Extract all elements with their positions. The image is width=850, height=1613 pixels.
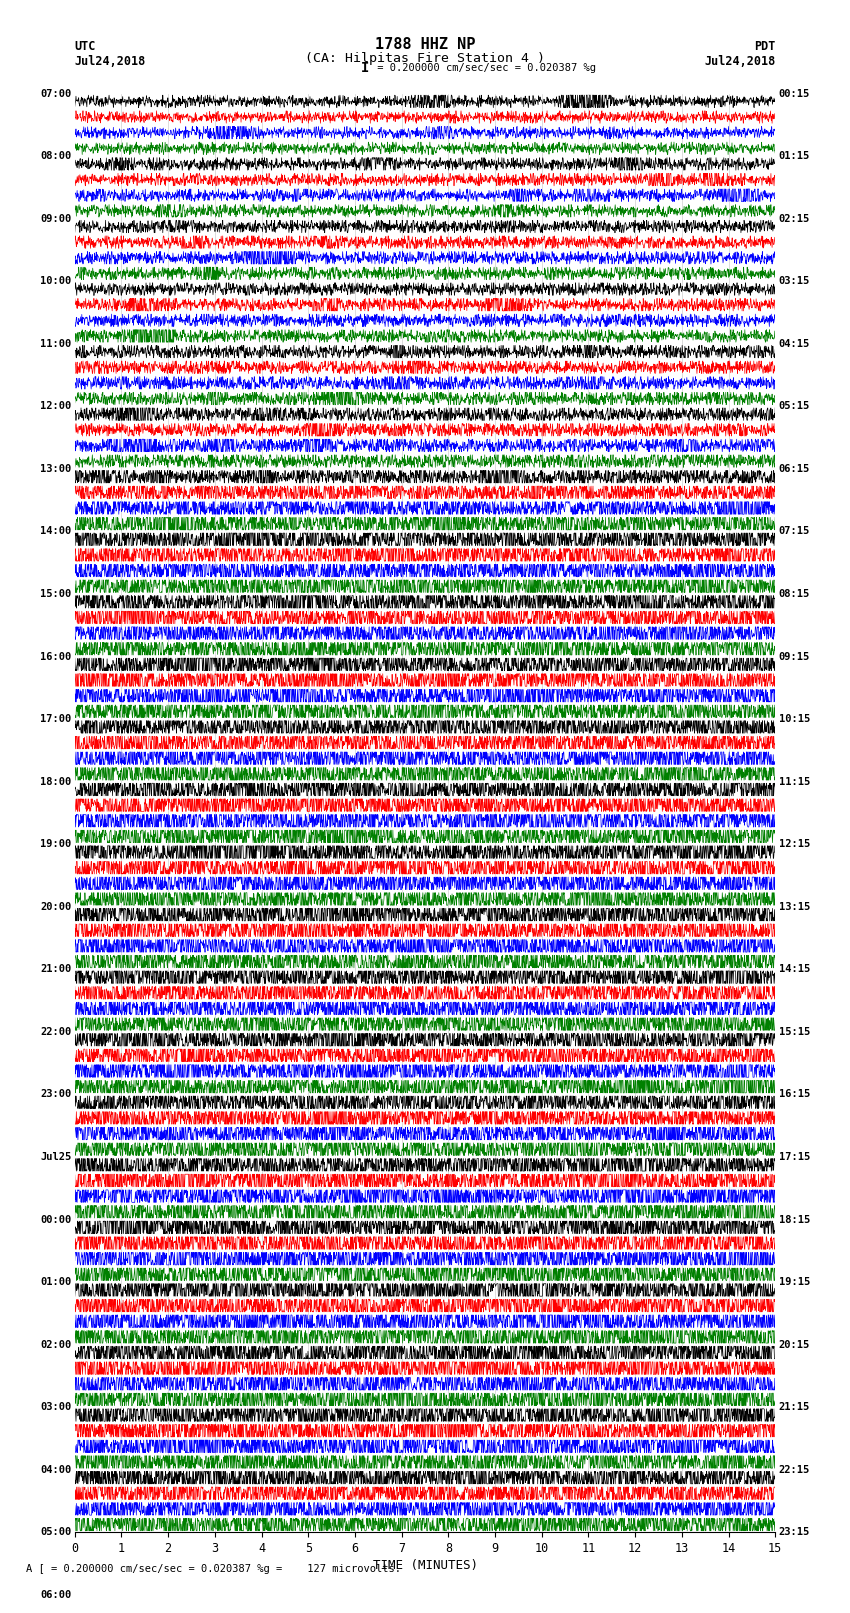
Text: 04:00: 04:00 — [40, 1465, 71, 1474]
Text: 20:15: 20:15 — [779, 1340, 810, 1350]
Text: 10:00: 10:00 — [40, 276, 71, 286]
Text: PDT: PDT — [754, 40, 775, 53]
Text: UTC: UTC — [75, 40, 96, 53]
Text: (CA: Hilpitas Fire Station 4 ): (CA: Hilpitas Fire Station 4 ) — [305, 52, 545, 65]
Text: 20:00: 20:00 — [40, 902, 71, 911]
Text: I: I — [361, 61, 370, 74]
Text: 17:15: 17:15 — [779, 1152, 810, 1161]
Text: 23:00: 23:00 — [40, 1089, 71, 1100]
Text: 05:00: 05:00 — [40, 1528, 71, 1537]
Text: 18:15: 18:15 — [779, 1215, 810, 1224]
Text: 18:00: 18:00 — [40, 777, 71, 787]
Text: 00:15: 00:15 — [779, 89, 810, 98]
Text: 12:00: 12:00 — [40, 402, 71, 411]
Text: A [ = 0.200000 cm/sec/sec = 0.020387 %g =    127 microvolts.: A [ = 0.200000 cm/sec/sec = 0.020387 %g … — [26, 1565, 400, 1574]
Text: 02:15: 02:15 — [779, 213, 810, 224]
Text: 09:00: 09:00 — [40, 213, 71, 224]
Text: 15:15: 15:15 — [779, 1027, 810, 1037]
Text: 14:15: 14:15 — [779, 965, 810, 974]
Text: 13:15: 13:15 — [779, 902, 810, 911]
Text: 04:15: 04:15 — [779, 339, 810, 348]
Text: 05:15: 05:15 — [779, 402, 810, 411]
Text: 03:15: 03:15 — [779, 276, 810, 286]
Text: 13:00: 13:00 — [40, 465, 71, 474]
Text: 10:15: 10:15 — [779, 715, 810, 724]
Text: 11:15: 11:15 — [779, 777, 810, 787]
Text: 07:15: 07:15 — [779, 526, 810, 537]
Text: 08:00: 08:00 — [40, 152, 71, 161]
Text: 06:15: 06:15 — [779, 465, 810, 474]
Text: 21:15: 21:15 — [779, 1402, 810, 1413]
X-axis label: TIME (MINUTES): TIME (MINUTES) — [372, 1560, 478, 1573]
Text: 16:15: 16:15 — [779, 1089, 810, 1100]
Text: = 0.200000 cm/sec/sec = 0.020387 %g: = 0.200000 cm/sec/sec = 0.020387 %g — [371, 63, 597, 73]
Text: 03:00: 03:00 — [40, 1402, 71, 1413]
Text: 01:00: 01:00 — [40, 1277, 71, 1287]
Text: 17:00: 17:00 — [40, 715, 71, 724]
Text: 02:00: 02:00 — [40, 1340, 71, 1350]
Text: 21:00: 21:00 — [40, 965, 71, 974]
Text: 23:15: 23:15 — [779, 1528, 810, 1537]
Text: 09:15: 09:15 — [779, 652, 810, 661]
Text: 19:15: 19:15 — [779, 1277, 810, 1287]
Text: 07:00: 07:00 — [40, 89, 71, 98]
Text: 11:00: 11:00 — [40, 339, 71, 348]
Text: 00:00: 00:00 — [40, 1215, 71, 1224]
Text: 16:00: 16:00 — [40, 652, 71, 661]
Text: 1788 HHZ NP: 1788 HHZ NP — [375, 37, 475, 52]
Text: 06:00: 06:00 — [40, 1590, 71, 1600]
Text: 22:00: 22:00 — [40, 1027, 71, 1037]
Text: 15:00: 15:00 — [40, 589, 71, 598]
Text: 12:15: 12:15 — [779, 839, 810, 848]
Text: 08:15: 08:15 — [779, 589, 810, 598]
Text: Jul25: Jul25 — [40, 1152, 71, 1161]
Text: 14:00: 14:00 — [40, 526, 71, 537]
Text: Jul24,2018: Jul24,2018 — [75, 55, 146, 68]
Text: 19:00: 19:00 — [40, 839, 71, 848]
Text: 01:15: 01:15 — [779, 152, 810, 161]
Text: Jul24,2018: Jul24,2018 — [704, 55, 775, 68]
Text: 22:15: 22:15 — [779, 1465, 810, 1474]
